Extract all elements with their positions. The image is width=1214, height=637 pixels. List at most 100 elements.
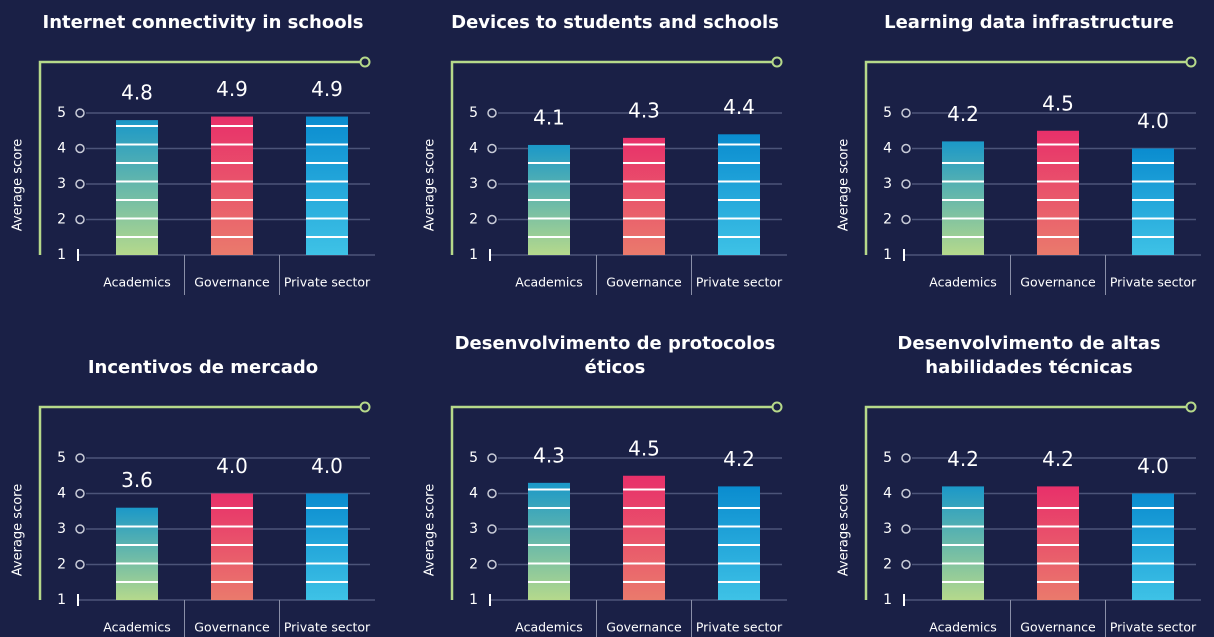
- x-tick-label: Private sector: [1110, 275, 1197, 290]
- y-tick-label: 3: [57, 176, 66, 192]
- tick-mark: [75, 108, 85, 118]
- y-tick-label: 1: [883, 247, 892, 263]
- tick-mark: [487, 108, 497, 118]
- y-tick-label: 4: [57, 486, 66, 502]
- y-axis-label: Average score: [423, 484, 438, 576]
- x-tick-label: Private sector: [284, 620, 371, 635]
- value-label: 4.1: [533, 105, 565, 129]
- chart-title: Learning data infrastructure: [884, 12, 1174, 33]
- chart-title: Incentivos de mercado: [87, 357, 319, 378]
- value-label: 4.4: [723, 95, 755, 119]
- tick-mark: [487, 453, 497, 463]
- value-label: 4.5: [628, 436, 660, 460]
- bar: [1037, 130, 1079, 255]
- y-tick-label: 2: [883, 212, 892, 228]
- x-tick-label: Private sector: [1110, 620, 1197, 635]
- value-label: 4.0: [216, 454, 248, 478]
- tick-mark: [75, 453, 85, 463]
- x-tick-label: Private sector: [284, 275, 371, 290]
- value-label: 4.9: [311, 77, 343, 101]
- y-tick-label: 5: [57, 450, 66, 466]
- x-tick-label: Academics: [929, 275, 997, 290]
- y-axis-label: Average score: [423, 139, 438, 231]
- y-tick-label: 2: [469, 557, 478, 573]
- chart-title: Desenvolvimento de altas habilidades téc…: [897, 333, 1161, 378]
- x-tick-label: Governance: [606, 275, 682, 290]
- tick-mark: [901, 108, 911, 118]
- bar: [211, 493, 253, 600]
- bar: [623, 475, 665, 600]
- y-tick-label: 5: [469, 105, 478, 121]
- x-tick-label: Academics: [515, 275, 583, 290]
- tick-mark: [901, 179, 911, 189]
- axis-end: [359, 401, 371, 413]
- tick-mark: [487, 488, 497, 499]
- tick-mark: [901, 453, 911, 463]
- axis-frame: [450, 60, 773, 255]
- axis-end: [1185, 401, 1197, 413]
- axis-frame: [864, 405, 1187, 600]
- y-tick-label: 1: [469, 247, 478, 263]
- y-tick-label: 1: [883, 592, 892, 608]
- chart-title: Desenvolvimento de protocolos éticos: [454, 333, 776, 378]
- value-label: 4.2: [947, 102, 979, 126]
- tick-mark: [75, 214, 85, 225]
- y-tick-label: 4: [883, 486, 892, 502]
- y-axis-label: Average score: [11, 484, 26, 576]
- y-tick-label: 4: [469, 486, 478, 502]
- x-tick-label: Governance: [606, 620, 682, 635]
- tick-mark: [901, 524, 911, 534]
- tick-mark: [75, 488, 85, 499]
- value-label: 4.9: [216, 77, 248, 101]
- x-tick-label: Private sector: [696, 620, 783, 635]
- value-label: 4.3: [628, 98, 660, 122]
- x-tick-label: Academics: [103, 620, 171, 635]
- value-label: 4.2: [947, 447, 979, 471]
- y-tick-label: 2: [57, 557, 66, 573]
- axis-frame: [38, 405, 361, 600]
- y-tick-label: 3: [469, 521, 478, 537]
- value-label: 4.8: [121, 81, 153, 105]
- bar: [116, 120, 158, 255]
- y-tick-label: 5: [883, 450, 892, 466]
- bar: [528, 482, 570, 600]
- axis-end: [1185, 56, 1197, 68]
- y-tick-label: 2: [57, 212, 66, 228]
- y-tick-label: 2: [469, 212, 478, 228]
- value-label: 4.0: [311, 454, 343, 478]
- axis-end: [359, 56, 371, 68]
- bar: [1132, 493, 1174, 600]
- y-tick-label: 3: [469, 176, 478, 192]
- bar: [306, 116, 348, 255]
- value-label: 4.0: [1137, 454, 1169, 478]
- x-tick-label: Academics: [103, 275, 171, 290]
- axis-frame: [450, 405, 773, 600]
- y-tick-label: 3: [57, 521, 66, 537]
- x-tick-label: Academics: [515, 620, 583, 635]
- bar: [1132, 148, 1174, 255]
- tick-mark: [487, 524, 497, 534]
- axis-frame: [864, 60, 1187, 255]
- x-tick-label: Governance: [194, 620, 270, 635]
- value-label: 4.2: [1042, 447, 1074, 471]
- tick-mark: [901, 143, 911, 154]
- value-label: 4.0: [1137, 109, 1169, 133]
- x-tick-label: Academics: [929, 620, 997, 635]
- tick-mark: [75, 179, 85, 189]
- tick-mark: [487, 214, 497, 225]
- y-tick-label: 4: [883, 141, 892, 157]
- value-label: 4.2: [723, 447, 755, 471]
- axis-end: [771, 56, 783, 68]
- y-tick-label: 5: [469, 450, 478, 466]
- y-tick-label: 4: [57, 141, 66, 157]
- x-tick-label: Private sector: [696, 275, 783, 290]
- tick-mark: [75, 559, 85, 570]
- y-tick-label: 5: [57, 105, 66, 121]
- y-tick-label: 4: [469, 141, 478, 157]
- tick-mark: [901, 214, 911, 225]
- y-tick-label: 3: [883, 521, 892, 537]
- tick-mark: [75, 524, 85, 534]
- axis-end: [771, 401, 783, 413]
